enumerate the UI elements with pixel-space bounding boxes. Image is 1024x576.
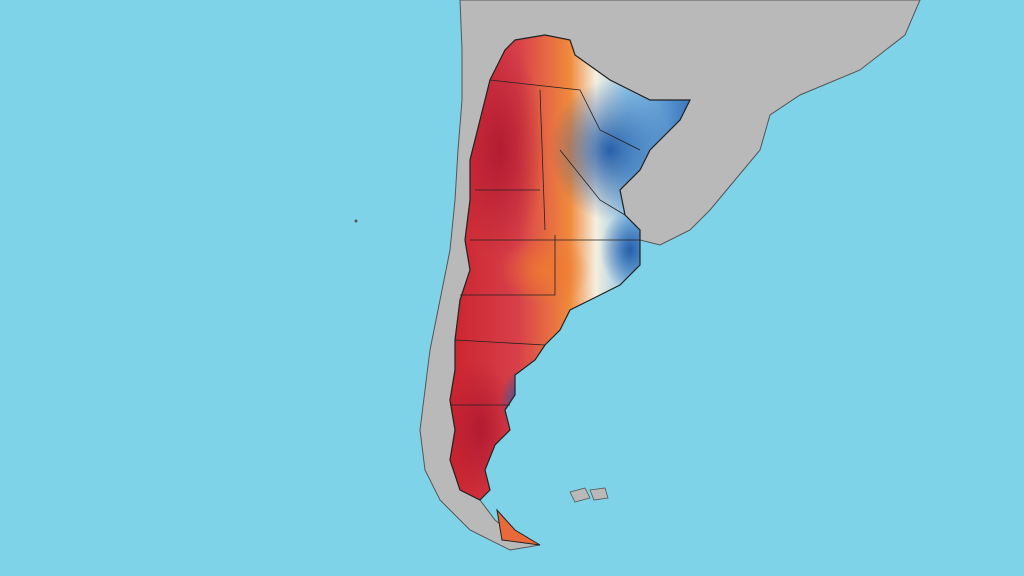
warm-region-pampas	[500, 235, 590, 305]
argentina-outline	[449, 34, 691, 501]
island-dot	[354, 219, 358, 223]
tierra-del-fuego	[496, 508, 541, 546]
province-borders	[450, 79, 641, 406]
falkland-islands	[569, 487, 609, 503]
